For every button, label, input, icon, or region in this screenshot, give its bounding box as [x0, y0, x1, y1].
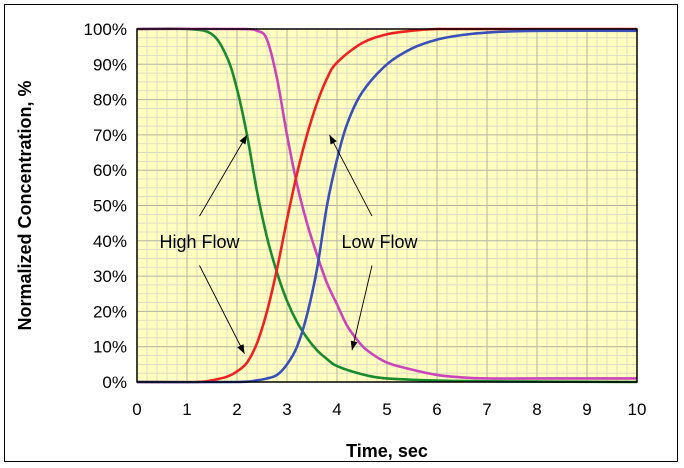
annotation-arrow [199, 134, 248, 217]
x-tick-label: 4 [332, 400, 341, 419]
annotation-arrow [199, 265, 245, 354]
series-line-2 [136, 27, 637, 380]
arrow-head [239, 134, 247, 145]
annotation-arrow [329, 134, 373, 217]
series-layer [136, 27, 638, 384]
series-line-3 [136, 27, 637, 384]
y-tick-label: 0% [102, 373, 127, 392]
x-tick-label: 8 [532, 400, 541, 419]
y-tick-label: 30% [93, 267, 127, 286]
annotation-label: Low Flow [341, 232, 418, 252]
x-tick-label: 10 [628, 400, 647, 419]
x-tick-label: 5 [382, 400, 391, 419]
annotation-label: High Flow [159, 232, 240, 252]
x-tick-label: 2 [232, 400, 241, 419]
x-tick-label: 9 [582, 400, 591, 419]
series-line-4 [136, 29, 638, 384]
y-tick-label: 20% [93, 302, 127, 321]
series-line-1 [136, 27, 638, 384]
y-tick-label: 100% [84, 20, 127, 39]
x-tick-labels: 0 1 2 3 4 5 6 7 8 9 10 [132, 400, 646, 419]
x-tick-label: 7 [482, 400, 491, 419]
x-tick-label: 6 [432, 400, 441, 419]
x-tick-label: 0 [132, 400, 141, 419]
y-axis-title: Normalized Concentration, % [15, 80, 35, 330]
x-axis-title: Time, sec [346, 441, 428, 461]
x-tick-label: 1 [182, 400, 191, 419]
y-tick-label: 90% [93, 55, 127, 74]
annotation-layer: High Flow Low Flow [159, 134, 419, 354]
major-grid [137, 29, 637, 382]
annotation-arrow [351, 265, 373, 351]
arrow-head [350, 340, 358, 351]
y-tick-label: 60% [93, 161, 127, 180]
y-tick-label: 70% [93, 126, 127, 145]
y-tick-label: 10% [93, 338, 127, 357]
y-tick-label: 50% [93, 197, 127, 216]
y-tick-label: 80% [93, 91, 127, 110]
arrow-head [237, 344, 245, 354]
arrow-head [329, 134, 337, 145]
x-tick-label: 3 [282, 400, 291, 419]
plot-border [136, 28, 638, 383]
y-tick-labels: 0% 10% 20% 30% 40% 50% 60% 70% 80% 90% 100% [84, 20, 127, 392]
y-tick-label: 40% [93, 232, 127, 251]
